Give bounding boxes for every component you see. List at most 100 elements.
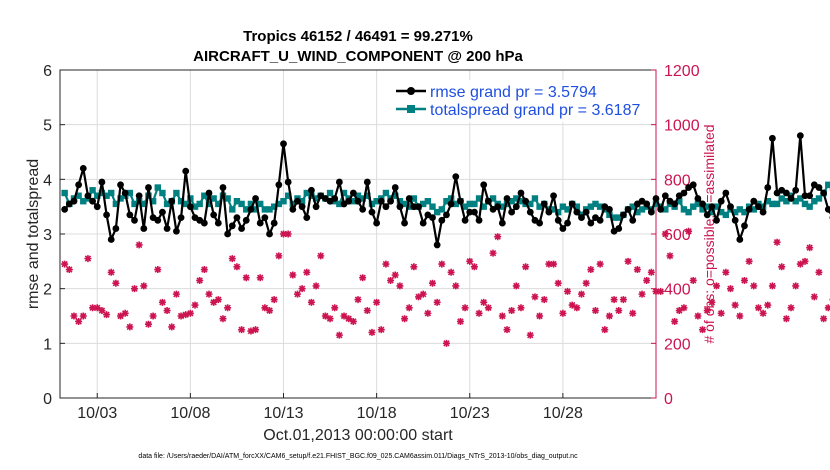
spread-point bbox=[690, 203, 697, 210]
spread-point bbox=[126, 189, 134, 197]
obs-point bbox=[484, 304, 492, 312]
rmse-point bbox=[629, 216, 637, 224]
spread-point bbox=[298, 198, 306, 205]
spread-point bbox=[340, 189, 348, 197]
spread-point bbox=[778, 195, 785, 202]
spread-point bbox=[396, 198, 404, 205]
spread-point bbox=[801, 200, 809, 208]
spread-point bbox=[555, 208, 562, 216]
rmse-point bbox=[498, 219, 506, 227]
obs-point bbox=[764, 301, 772, 309]
right-tick-label: 800 bbox=[664, 172, 691, 189]
obs-point bbox=[745, 257, 753, 265]
rmse-point bbox=[368, 208, 376, 216]
rmse-point bbox=[564, 219, 571, 227]
obs-point bbox=[191, 301, 199, 309]
obs-point bbox=[219, 315, 227, 323]
spread-point bbox=[368, 200, 376, 208]
obs-point bbox=[782, 315, 790, 323]
x-tick-label: 10/28 bbox=[543, 405, 583, 422]
obs-point bbox=[382, 260, 390, 268]
spread-point bbox=[694, 200, 702, 208]
rmse-point bbox=[280, 140, 287, 148]
y-tick-label: 0 bbox=[43, 391, 52, 408]
rmse-point bbox=[228, 222, 236, 230]
obs-point bbox=[275, 252, 283, 260]
spread-point bbox=[536, 203, 543, 210]
rmse-point bbox=[573, 208, 581, 216]
obs-point bbox=[126, 323, 134, 331]
spread-point bbox=[224, 195, 231, 202]
spread-point bbox=[736, 206, 744, 213]
obs-point bbox=[214, 296, 222, 304]
rmse-point bbox=[694, 195, 702, 202]
rmse-point bbox=[396, 203, 404, 211]
spread-point bbox=[140, 200, 148, 208]
obs-point bbox=[172, 290, 180, 298]
data-file-footnote: data file: /Users/raeder/DAI/ATM_forcXX/… bbox=[138, 453, 578, 460]
obs-point bbox=[186, 309, 194, 317]
obs-point bbox=[363, 307, 371, 315]
rmse-point bbox=[578, 214, 585, 222]
rmse-point bbox=[349, 189, 357, 197]
rmse-point bbox=[452, 173, 460, 181]
spread-point bbox=[201, 192, 208, 199]
rmse-point bbox=[647, 208, 655, 216]
obs-point bbox=[452, 282, 460, 290]
spread-point bbox=[284, 192, 292, 199]
obs-point bbox=[512, 282, 520, 290]
spread-point bbox=[676, 198, 683, 205]
spread-point bbox=[527, 200, 534, 208]
spread-point bbox=[680, 206, 688, 213]
obs-point bbox=[135, 241, 143, 249]
spread-point bbox=[731, 208, 739, 216]
obs-point bbox=[354, 296, 362, 304]
spread-point bbox=[61, 189, 68, 197]
rmse-point bbox=[103, 211, 110, 219]
rmse-point bbox=[671, 200, 679, 208]
legend-background bbox=[394, 80, 650, 122]
obs-point bbox=[647, 268, 655, 276]
obs-point bbox=[224, 304, 232, 312]
rmse-point bbox=[298, 203, 306, 211]
spread-point bbox=[741, 208, 748, 216]
obs-point bbox=[578, 290, 585, 298]
obs-point bbox=[615, 307, 623, 315]
spread-point bbox=[564, 206, 571, 213]
spread-point bbox=[480, 203, 487, 210]
obs-point bbox=[79, 312, 87, 320]
obs-point bbox=[689, 276, 697, 284]
obs-point bbox=[591, 307, 599, 315]
obs-point bbox=[573, 304, 581, 312]
obs-point bbox=[671, 317, 679, 325]
spread-point bbox=[75, 192, 82, 199]
rmse-point bbox=[447, 200, 455, 208]
spread-point bbox=[270, 203, 278, 210]
obs-point bbox=[661, 230, 669, 238]
rmse-point bbox=[722, 189, 730, 197]
spread-point bbox=[652, 200, 660, 208]
legend-rmse-label: rmse grand pr = 3.5794 bbox=[430, 84, 597, 101]
rmse-point bbox=[308, 186, 315, 194]
obs-point bbox=[824, 304, 830, 312]
spread-point bbox=[573, 203, 581, 210]
rmse-point bbox=[727, 203, 734, 211]
grid bbox=[60, 70, 656, 398]
spread-point bbox=[704, 203, 711, 210]
y-tick-label: 4 bbox=[43, 172, 52, 189]
spread-point bbox=[312, 195, 320, 202]
right-tick-label: 600 bbox=[664, 227, 691, 244]
obs-point bbox=[550, 260, 558, 268]
obs-point bbox=[820, 315, 828, 323]
rmse-point bbox=[466, 208, 474, 216]
y-tick-label: 1 bbox=[43, 336, 52, 353]
spread-point bbox=[489, 195, 497, 202]
obs-point bbox=[773, 238, 781, 246]
obs-point bbox=[117, 312, 125, 320]
rmse-point bbox=[359, 206, 367, 213]
spread-point bbox=[466, 200, 473, 208]
spread-point bbox=[392, 192, 399, 199]
obs-point bbox=[796, 260, 804, 268]
obs-point bbox=[792, 282, 800, 290]
spread-point bbox=[429, 203, 436, 210]
